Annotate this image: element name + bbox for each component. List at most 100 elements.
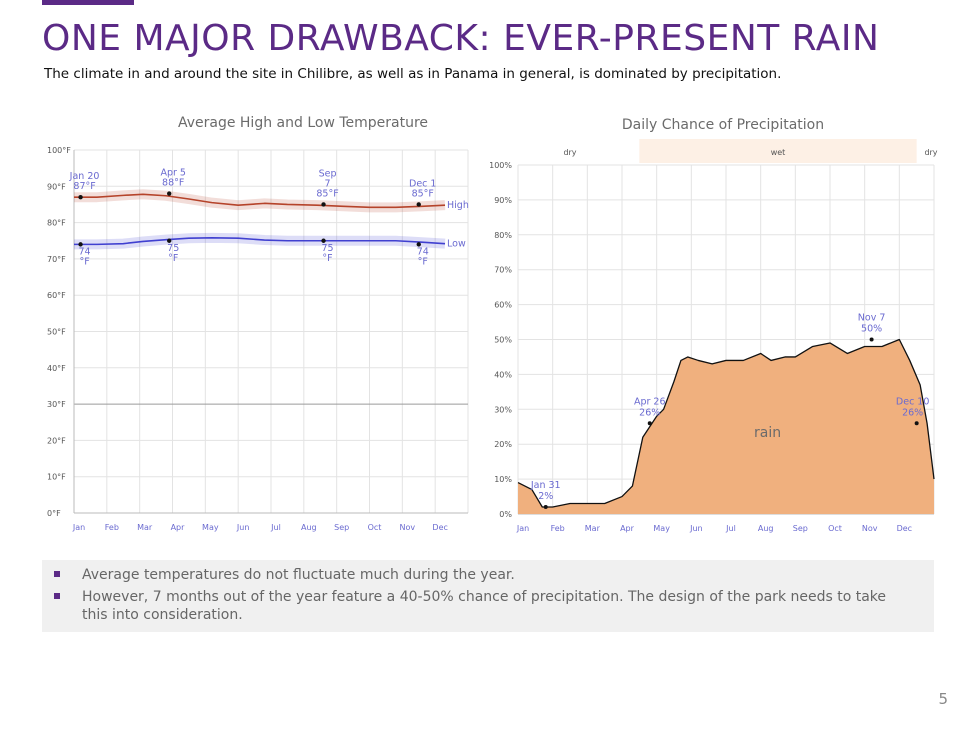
temperature-tick-label: 70°F <box>47 255 66 264</box>
precipitation-month-label: Mar <box>585 524 601 533</box>
temperature-tick-label: 0°F <box>47 509 61 518</box>
temperature-tick-label: 10°F <box>47 473 66 482</box>
precipitation-tick-label: 50% <box>494 336 512 345</box>
precipitation-tick-label: 10% <box>494 475 512 484</box>
temperature-annotation: 87°F <box>73 181 95 192</box>
precipitation-tick-label: 80% <box>494 231 512 240</box>
precipitation-chart-title: Daily Chance of Precipitation <box>622 117 824 133</box>
area-label: rain <box>754 425 781 441</box>
temperature-annotation: °F <box>79 256 89 267</box>
temperature-month-label: May <box>202 523 219 532</box>
precipitation-annotation: Jan 31 <box>530 480 561 491</box>
accent-bar <box>42 0 134 5</box>
precipitation-annotation: 26% <box>902 407 923 418</box>
precipitation-marker <box>914 421 919 426</box>
temperature-tick-label: 90°F <box>47 182 66 191</box>
temperature-marker <box>416 242 421 247</box>
precipitation-tick-label: 40% <box>494 370 512 379</box>
temperature-marker <box>321 202 326 207</box>
temperature-marker <box>321 238 326 243</box>
temperature-marker <box>416 202 421 207</box>
precipitation-tick-label: 100% <box>489 161 512 170</box>
precipitation-month-label: Aug <box>758 524 774 533</box>
temperature-tick-label: 50°F <box>47 328 66 337</box>
temperature-annotation: °F <box>168 253 178 264</box>
temperature-annotation: 85°F <box>316 188 338 199</box>
slide-subtitle: The climate in and around the site in Ch… <box>44 66 782 82</box>
temperature-annotation: 7 <box>325 178 331 189</box>
precipitation-annotation: 50% <box>861 324 882 335</box>
precipitation-month-label: Jan <box>516 524 529 533</box>
bullet-marker <box>54 571 60 577</box>
temperature-annotation: 75 <box>167 243 179 254</box>
temperature-chart: 0°F 10°F 20°F 30°F 40°F 50°F 60°F 70°F 80°F 90°F 1… <box>47 146 469 532</box>
bullet-text-2: However, 7 months out of the year featur… <box>82 589 887 623</box>
temperature-month-label: Sep <box>334 523 349 532</box>
temperature-tick-label: 20°F <box>47 436 66 445</box>
high-temperature-line <box>74 193 446 209</box>
precipitation-month-label: Feb <box>551 524 565 533</box>
precipitation-month-label: Nov <box>862 524 878 533</box>
temperature-month-label: Mar <box>137 523 153 532</box>
precipitation-annotation: Nov 7 <box>858 313 886 324</box>
temperature-month-label: Apr <box>171 523 186 532</box>
precipitation-marker <box>869 337 874 342</box>
bullet-text-1: Average temperatures do not fluctuate mu… <box>82 567 515 583</box>
temperature-annotation: 88°F <box>162 178 184 189</box>
precipitation-annotation: Dec 10 <box>896 396 930 407</box>
temperature-annotation: 85°F <box>412 188 434 199</box>
precipitation-marker <box>647 421 652 426</box>
low-temperature-line <box>74 237 446 246</box>
temperature-tick-label: 80°F <box>47 219 66 228</box>
precipitation-month-label: Oct <box>828 524 842 533</box>
temperature-tick-label: 40°F <box>47 364 66 373</box>
season-label-dry-end: dry <box>924 148 937 157</box>
precipitation-area <box>518 339 934 514</box>
precipitation-tick-label: 70% <box>494 266 512 275</box>
series-label-low: Low <box>447 239 466 250</box>
temperature-marker <box>78 194 83 200</box>
precipitation-chart: dry wet dry 0% 10% 20% 30% 40% 50% 60% 70% 80% 90% 10… <box>489 139 938 533</box>
season-label-wet: wet <box>771 148 786 157</box>
precipitation-month-label: Dec <box>897 524 912 533</box>
temperature-month-label: Jun <box>236 523 250 532</box>
temperature-annotation: °F <box>322 253 332 264</box>
precipitation-marker <box>543 505 548 510</box>
precipitation-line <box>517 338 935 508</box>
temperature-annotation: °F <box>418 256 428 267</box>
temperature-annotation: Apr 5 <box>160 168 186 179</box>
precipitation-month-label: Sep <box>793 524 808 533</box>
precipitation-month-label: May <box>653 524 670 533</box>
temperature-annotation: Dec 1 <box>409 178 436 189</box>
precipitation-tick-label: 90% <box>494 196 512 205</box>
temperature-annotation: 74 <box>79 246 91 257</box>
temperature-annotation: Sep <box>319 168 337 179</box>
precipitation-annotation: 26% <box>639 407 660 418</box>
temperature-marker <box>78 242 83 247</box>
high-temperature-band <box>74 189 446 213</box>
temperature-month-label: Dec <box>432 523 447 532</box>
precipitation-month-label: Jul <box>725 524 736 533</box>
precipitation-tick-label: 30% <box>494 405 512 414</box>
temperature-month-label: Oct <box>368 523 382 532</box>
temperature-tick-label: 30°F <box>47 400 66 409</box>
temperature-annotation: 74 <box>417 246 429 257</box>
temperature-month-label: Jan <box>72 523 85 532</box>
page-number: 5 <box>938 690 948 708</box>
temperature-chart-title: Average High and Low Temperature <box>178 115 428 131</box>
temperature-marker <box>167 238 172 243</box>
temperature-marker <box>167 191 172 196</box>
temperature-annotation: 75 <box>321 243 333 254</box>
temperature-annotation: Jan 20 <box>69 171 100 182</box>
bullet-box: Average temperatures do not fluctuate mu… <box>42 560 934 632</box>
bullet-marker <box>54 593 60 599</box>
temperature-tick-label: 100°F <box>47 146 71 155</box>
precipitation-month-label: Jun <box>689 524 703 533</box>
series-label-high: High <box>447 200 469 211</box>
temperature-month-label: Nov <box>400 523 416 532</box>
precipitation-tick-label: 20% <box>494 440 512 449</box>
temperature-tick-label: 60°F <box>47 291 66 300</box>
precipitation-annotation: Apr 26 <box>634 396 666 407</box>
temperature-month-label: Jul <box>270 523 281 532</box>
temperature-month-label: Feb <box>105 523 119 532</box>
